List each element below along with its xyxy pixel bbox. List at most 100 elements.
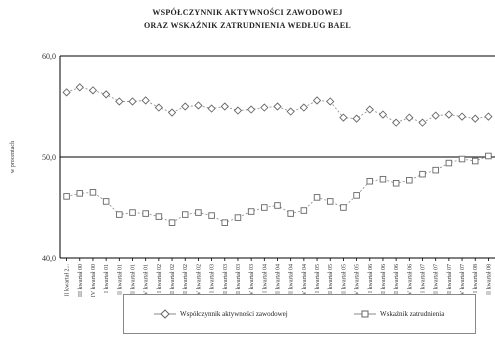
data-point-activity (154, 103, 164, 112)
data-point-employment (168, 219, 176, 226)
data-point-activity (167, 108, 177, 117)
legend-label-employment: Wskaźnik zatrudnienia (380, 310, 445, 318)
x-tick-label: IV kwartał 03 (249, 264, 255, 297)
data-point-employment (221, 219, 229, 226)
x-tick-label: II kwartał 06 (381, 264, 387, 295)
data-point-employment (142, 210, 149, 217)
data-point-activity (273, 102, 282, 111)
data-point-activity (181, 102, 190, 111)
chart-subtitle: ORAZ WSKAŹNIK ZATRUDNIENIA WEDŁUG BAEL (144, 21, 351, 30)
x-tick-label: III kwartał 00 (78, 264, 84, 297)
x-tick-label: II kwartał 08 (486, 264, 492, 295)
data-point-employment (471, 157, 479, 165)
data-point-activity (233, 106, 243, 115)
data-point-activity (299, 103, 309, 112)
data-point-activity (246, 105, 256, 114)
legend-marker-diamond (154, 309, 176, 319)
data-point-activity (391, 118, 401, 127)
data-point-activity (115, 97, 124, 106)
data-point-activity (326, 97, 335, 106)
data-point-activity (62, 88, 71, 97)
data-point-activity (339, 113, 348, 122)
x-tick-label: III kwartał 06 (394, 264, 400, 297)
data-point-activity (457, 112, 467, 121)
x-tick-label: I kwartał 07 (421, 264, 427, 293)
x-tick-label: II kwartał 01 (117, 264, 123, 295)
data-point-activity (431, 111, 440, 120)
x-tick-label: I kwartał 05 (315, 264, 321, 293)
data-point-activity (378, 110, 388, 119)
data-point-activity (194, 101, 203, 110)
data-point-activity (365, 105, 374, 114)
chart-title: WSPÓŁCZYNNIK AKTYWNOŚCI ZAWODOWEJ (152, 8, 343, 17)
data-point-employment (274, 202, 281, 209)
data-point-employment (89, 189, 97, 196)
x-tick-label: III kwartał 01 (131, 264, 137, 297)
x-tick-label: II kwartał 02 (170, 264, 176, 295)
data-point-activity (312, 96, 322, 105)
x-tick-label: I kwartał 03 (210, 264, 216, 293)
data-point-activity (141, 96, 150, 105)
data-point-employment (445, 159, 453, 167)
data-point-employment (353, 192, 360, 199)
data-point-employment (287, 210, 294, 217)
x-tick-label: IV kwartał 01 (144, 264, 150, 297)
data-point-employment (406, 176, 413, 184)
data-point-activity (101, 90, 111, 99)
data-point-employment (379, 175, 387, 183)
x-tick-label: III kwartał 02 (183, 264, 189, 297)
data-point-activity (405, 113, 414, 122)
data-point-employment (432, 166, 439, 174)
data-point-employment (392, 180, 400, 187)
legend-item-employment: Wskaźnik zatrudnienia (354, 309, 444, 319)
data-point-employment (261, 204, 268, 211)
x-tick-label: I kwartał 04 (262, 264, 268, 293)
data-point-employment (234, 214, 242, 221)
data-point-employment (485, 152, 492, 160)
x-tick-label: III kwartał 05 (341, 264, 347, 297)
data-point-employment (458, 155, 466, 163)
data-point-employment (247, 208, 255, 215)
x-tick-label: I kwartał 06 (368, 264, 374, 293)
x-tick-label: II kwartał 05 (328, 264, 334, 295)
x-tick-label: IV kwartał 04 (302, 264, 308, 297)
data-point-activity (286, 107, 295, 116)
y-axis-label: w procentach (10, 141, 16, 173)
x-tick-label: II kwartał 07 (434, 264, 440, 295)
data-point-activity (220, 102, 229, 111)
x-tick-label: IV kwartał 05 (355, 264, 361, 297)
legend-label-activity: Współczynnik aktywności zawodowej (180, 310, 288, 318)
y-tick-label: 60,0 (42, 52, 56, 61)
data-point-activity (444, 110, 454, 119)
x-tick-label: II kwartał 04 (276, 264, 282, 295)
data-point-employment (366, 177, 374, 185)
data-point-activity (418, 118, 427, 127)
data-point-employment (300, 207, 308, 214)
x-tick-label: III kwartał 07 (447, 264, 453, 297)
y-tick-label: 40,0 (42, 254, 56, 263)
x-tick-label: I kwartał 08 (473, 264, 479, 293)
x-tick-label: IV kwartał 02 (196, 264, 202, 297)
data-point-activity (207, 104, 216, 113)
x-tick-label: II kwartał 03 (223, 264, 229, 295)
data-point-employment (181, 211, 189, 218)
data-point-activity (352, 114, 361, 123)
data-point-employment (340, 204, 347, 211)
data-point-employment (195, 209, 202, 216)
data-point-employment (129, 209, 136, 216)
data-point-employment (155, 213, 163, 220)
x-tick-label: IV kwartał 07 (460, 264, 466, 297)
data-point-activity (260, 103, 269, 112)
data-point-employment (116, 211, 123, 218)
data-point-activity (471, 114, 480, 123)
x-tick-label: I kwartał 01 (104, 264, 110, 293)
data-point-employment (76, 190, 84, 197)
data-point-employment (63, 193, 70, 200)
x-tick-label: II kwartał 2... (65, 264, 71, 297)
legend-item-activity: Współczynnik aktywności zawodowej (154, 309, 288, 319)
y-tick-label: 50,0 (42, 153, 56, 162)
legend-marker-square (354, 310, 376, 318)
x-tick-label: I kwartał 02 (157, 264, 163, 293)
data-point-activity (75, 83, 84, 92)
